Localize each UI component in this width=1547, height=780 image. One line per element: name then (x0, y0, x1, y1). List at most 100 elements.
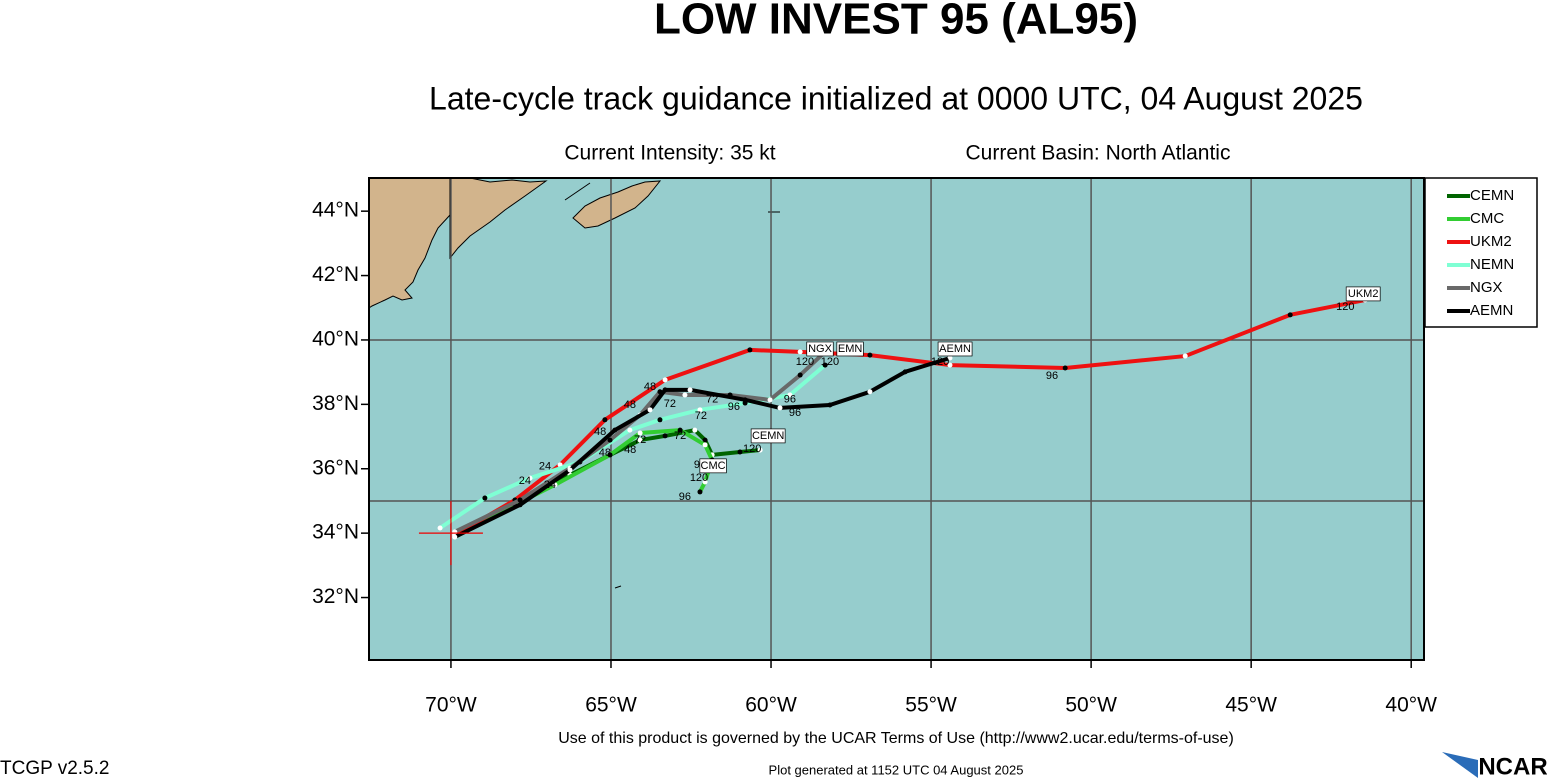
hour-label: 24 (539, 461, 551, 473)
land-nova-scotia (572, 180, 662, 229)
track-point (947, 355, 953, 361)
title: LOW INVEST 95 (AL95) (654, 0, 1138, 44)
legend-label: CEMN (1470, 187, 1514, 204)
hour-label: 48 (644, 381, 656, 393)
track-point (437, 525, 443, 531)
hour-label: 24 (519, 475, 531, 487)
track-point (737, 449, 743, 455)
track-point (947, 362, 953, 368)
track-point (697, 407, 703, 413)
track-point (867, 389, 873, 395)
hour-label: 120 (821, 356, 839, 368)
track-point (607, 452, 613, 458)
track-point (567, 467, 573, 473)
track-point (637, 430, 643, 436)
track-point (602, 417, 608, 423)
x-tick-label: 60°W (745, 694, 797, 717)
track-point (527, 475, 533, 481)
track-point (757, 447, 763, 453)
track-point (1182, 353, 1188, 359)
hour-label: 120 (931, 356, 949, 368)
hour-label: 48 (624, 399, 636, 411)
track-point (517, 502, 523, 508)
hour-label: 72 (695, 410, 707, 422)
track-point (787, 392, 793, 398)
hour-label: 72 (664, 398, 676, 410)
track-point (902, 369, 908, 375)
hour-label: 96 (784, 394, 796, 406)
logo: NCAR (1478, 753, 1547, 780)
hour-label: 96 (1046, 370, 1058, 382)
x-tick-label: 45°W (1225, 694, 1277, 717)
legend-label: NEMN (1470, 256, 1514, 273)
coast-line (564, 182, 591, 201)
track-name-box (750, 428, 786, 444)
track-point (612, 427, 618, 433)
bermuda (614, 585, 622, 589)
hour-label: 120 (1336, 301, 1354, 313)
land-new-england (368, 177, 451, 309)
hour-label: 120 (796, 356, 814, 368)
x-tick-label: 50°W (1065, 694, 1117, 717)
track-point (867, 352, 873, 358)
intensity: Current Intensity: 35 kt (564, 142, 775, 165)
track-point (657, 417, 663, 423)
track-name-box (699, 458, 727, 474)
basin: Current Basin: North Atlantic (966, 142, 1231, 165)
track-point (517, 497, 523, 503)
track-point (662, 387, 668, 393)
track-point (607, 437, 613, 443)
track-name: NGX (808, 343, 833, 355)
legend-label: NGX (1470, 279, 1503, 296)
hour-label: 96 (789, 407, 801, 419)
track-name-box (937, 341, 973, 357)
track-name: AEMN (939, 343, 971, 355)
y-tick-label: 44°N (312, 199, 359, 222)
subtitle: Late-cycle track guidance initialized at… (429, 80, 1363, 116)
track-name: EMN (838, 343, 863, 355)
track-point (697, 489, 703, 495)
legend-label: AEMN (1470, 302, 1513, 319)
track-point (797, 372, 803, 378)
track-name-box (806, 341, 834, 357)
hour-label: 72 (674, 430, 686, 442)
hour-label: 96 (728, 401, 740, 413)
y-tick-label: 36°N (312, 456, 359, 479)
y-tick-label: 40°N (312, 328, 359, 351)
legend-box (1424, 177, 1538, 328)
track-point (627, 427, 633, 433)
track-point (647, 407, 653, 413)
terms: Use of this product is governed by the U… (558, 730, 1234, 747)
track-point (777, 405, 783, 411)
track-point (742, 397, 748, 403)
track-point (1287, 312, 1293, 318)
hour-label: 72 (634, 434, 646, 446)
track-name-box (836, 341, 864, 357)
logo-mark (1442, 752, 1478, 778)
track-point (747, 347, 753, 353)
track-point (702, 479, 708, 485)
track-point (702, 442, 708, 448)
track-point (677, 427, 683, 433)
y-tick-label: 42°N (312, 263, 359, 286)
track-point (682, 392, 688, 398)
track-point (822, 362, 828, 368)
track-name: CMC (701, 460, 726, 472)
track-point (692, 427, 698, 433)
hour-label: 72 (706, 394, 718, 406)
x-tick-label: 40°W (1385, 694, 1437, 717)
track-point (452, 534, 458, 540)
track-point (687, 387, 693, 393)
track-point (767, 397, 773, 403)
x-tick-label: 65°W (585, 694, 637, 717)
track-name-box (1345, 286, 1381, 302)
track-point (662, 377, 668, 383)
track-point (637, 437, 643, 443)
hour-label: 48 (594, 426, 606, 438)
x-tick-label: 55°W (905, 694, 957, 717)
track-point (1062, 365, 1068, 371)
legend-label: UKM2 (1470, 233, 1512, 250)
hour-label: 96 (679, 491, 691, 503)
track-name: UKM2 (1348, 288, 1379, 300)
